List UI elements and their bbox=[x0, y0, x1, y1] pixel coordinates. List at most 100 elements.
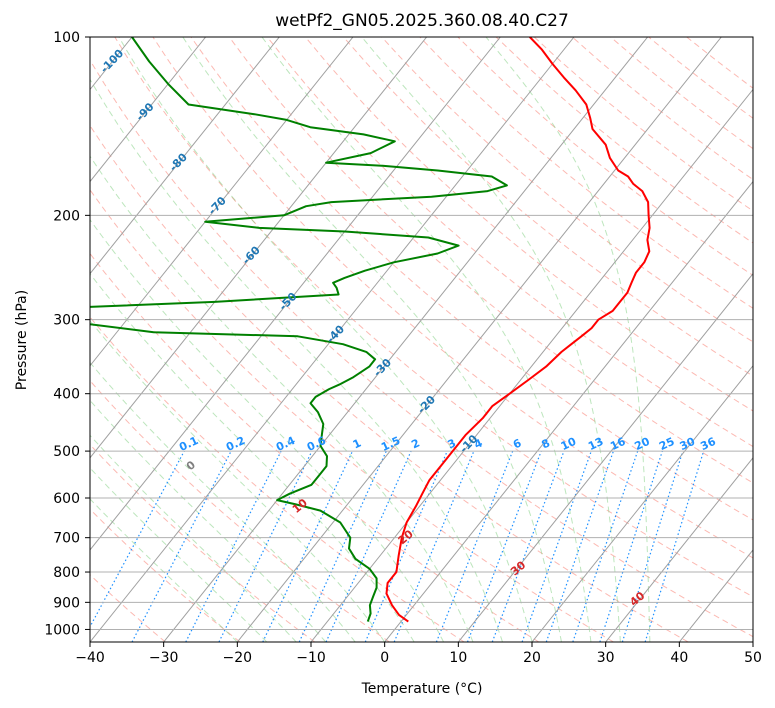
moist-adiabat bbox=[182, 37, 562, 642]
theta-label: 10 bbox=[290, 496, 310, 516]
y-tick-label: 700 bbox=[53, 531, 80, 547]
mixing-ratio-line bbox=[466, 450, 542, 642]
mixing-ratio-line bbox=[393, 450, 475, 642]
dry-adiabat bbox=[610, 37, 753, 150]
mixing-ratio-line bbox=[545, 450, 614, 642]
mixing-ratio-line bbox=[572, 450, 639, 642]
isotherm-line bbox=[236, 37, 722, 642]
dry-adiabat bbox=[228, 37, 753, 484]
moist-adiabat bbox=[261, 37, 592, 642]
dry-adiabat bbox=[457, 37, 753, 276]
dry-adiabat bbox=[419, 37, 753, 309]
mixing-ratio-label: 13 bbox=[586, 435, 605, 453]
mixing-ratio-line bbox=[364, 450, 448, 642]
x-tick-label: −40 bbox=[75, 650, 105, 666]
x-tick-label: 20 bbox=[523, 650, 541, 666]
y-tick-label: 800 bbox=[53, 565, 80, 581]
dry-adiabat bbox=[190, 37, 753, 521]
isotherm-line bbox=[310, 88, 753, 642]
mixing-ratio-line bbox=[599, 450, 663, 642]
temperature-profile bbox=[385, 37, 651, 623]
dry-adiabat bbox=[90, 252, 540, 642]
mixing-ratio-label: 36 bbox=[698, 435, 718, 453]
dry-adiabat bbox=[571, 37, 753, 181]
moist-adiabat bbox=[90, 78, 503, 642]
isotherm-line bbox=[90, 37, 575, 642]
x-tick-label: 0 bbox=[380, 650, 389, 666]
dry-adiabat bbox=[90, 316, 465, 642]
moist-adiabat bbox=[485, 37, 651, 642]
mixing-ratio-line bbox=[262, 450, 354, 642]
mixing-ratio-label: 6 bbox=[511, 436, 524, 451]
x-tick-label: −20 bbox=[223, 650, 253, 666]
x-tick-label: 50 bbox=[744, 650, 762, 666]
dry-adiabat bbox=[90, 443, 316, 642]
y-tick-label: 500 bbox=[53, 444, 80, 460]
x-tick-label: 40 bbox=[670, 650, 688, 666]
mixing-ratio-label: 1 bbox=[351, 436, 363, 451]
y-tick-label: 200 bbox=[53, 208, 80, 224]
x-tick-label: −10 bbox=[296, 650, 326, 666]
axes-layer: −40 −30 −20 −10 0 10 20 30 40 5010020030040050060… bbox=[44, 30, 762, 666]
isotherm-line bbox=[678, 549, 753, 642]
isotherm-line bbox=[752, 641, 753, 642]
mixing-ratio-label: 8 bbox=[540, 436, 552, 451]
moist-adiabat bbox=[90, 361, 356, 642]
isotherm-label: -70 bbox=[206, 194, 229, 218]
mixing-ratio-line bbox=[621, 450, 684, 642]
dewpoint-profile bbox=[90, 37, 508, 622]
isotherm-label: -80 bbox=[167, 150, 190, 174]
isotherm-line bbox=[90, 37, 280, 275]
y-tick-label: 600 bbox=[53, 491, 80, 507]
y-tick-label: 900 bbox=[53, 595, 80, 611]
y-axis-label: Pressure (hPa) bbox=[14, 290, 30, 390]
theta-label: 0 bbox=[184, 458, 198, 473]
dry-adiabat bbox=[266, 37, 753, 448]
theta-label: 20 bbox=[396, 527, 416, 547]
moist-adiabat bbox=[90, 155, 474, 642]
mixing-ratio-label: 2 bbox=[409, 436, 421, 451]
dry-adiabat bbox=[343, 37, 753, 377]
x-tick-label: 10 bbox=[449, 650, 467, 666]
isotherm-line bbox=[384, 180, 753, 642]
dry-adiabat bbox=[90, 124, 689, 642]
y-tick-label: 100 bbox=[53, 30, 80, 46]
moist-adiabat bbox=[90, 467, 268, 642]
dry-adiabat bbox=[90, 574, 166, 642]
mixing-ratio-label: 16 bbox=[608, 435, 628, 453]
x-tick-label: −30 bbox=[149, 650, 179, 666]
mixing-ratio-label: 30 bbox=[678, 435, 698, 453]
isotherm-line bbox=[90, 37, 354, 367]
isotherm-label: -20 bbox=[415, 393, 438, 417]
isotherm-label: -10 bbox=[457, 432, 480, 456]
plot-frame bbox=[89, 36, 754, 643]
mixing-ratio-line bbox=[298, 450, 387, 642]
dry-adiabat bbox=[533, 37, 753, 212]
moist-adiabat bbox=[90, 434, 297, 642]
dry-adiabat bbox=[305, 37, 753, 412]
isotherm-line bbox=[605, 457, 753, 642]
mixing-ratio-line bbox=[491, 450, 565, 642]
mixing-ratio-label: 10 bbox=[559, 435, 579, 453]
isotherm-label: -100 bbox=[98, 47, 127, 76]
moist-adiabat bbox=[118, 37, 533, 642]
mixing-ratio-line bbox=[90, 450, 185, 629]
dry-adiabat bbox=[90, 189, 614, 642]
isotherm-line bbox=[531, 364, 753, 642]
theta-label: 40 bbox=[627, 589, 647, 609]
isotherm-label: -50 bbox=[276, 290, 299, 314]
x-tick-label: 30 bbox=[597, 650, 615, 666]
mixing-ratio-line bbox=[131, 450, 232, 642]
mixing-ratio-line bbox=[218, 450, 313, 642]
chart-title: wetPf2_GN05.2025.360.08.40.C27 bbox=[275, 11, 569, 31]
x-axis-label: Temperature (°C) bbox=[361, 681, 483, 697]
isotherm-line bbox=[90, 37, 207, 183]
moist-adiabat bbox=[361, 37, 621, 642]
mixing-ratio-line bbox=[644, 450, 705, 642]
isotherm-line bbox=[163, 37, 649, 642]
isotherm-line bbox=[90, 37, 501, 551]
mixing-ratio-line bbox=[521, 450, 592, 642]
dry-adiabat bbox=[114, 37, 753, 598]
moist-adiabat bbox=[90, 498, 238, 642]
